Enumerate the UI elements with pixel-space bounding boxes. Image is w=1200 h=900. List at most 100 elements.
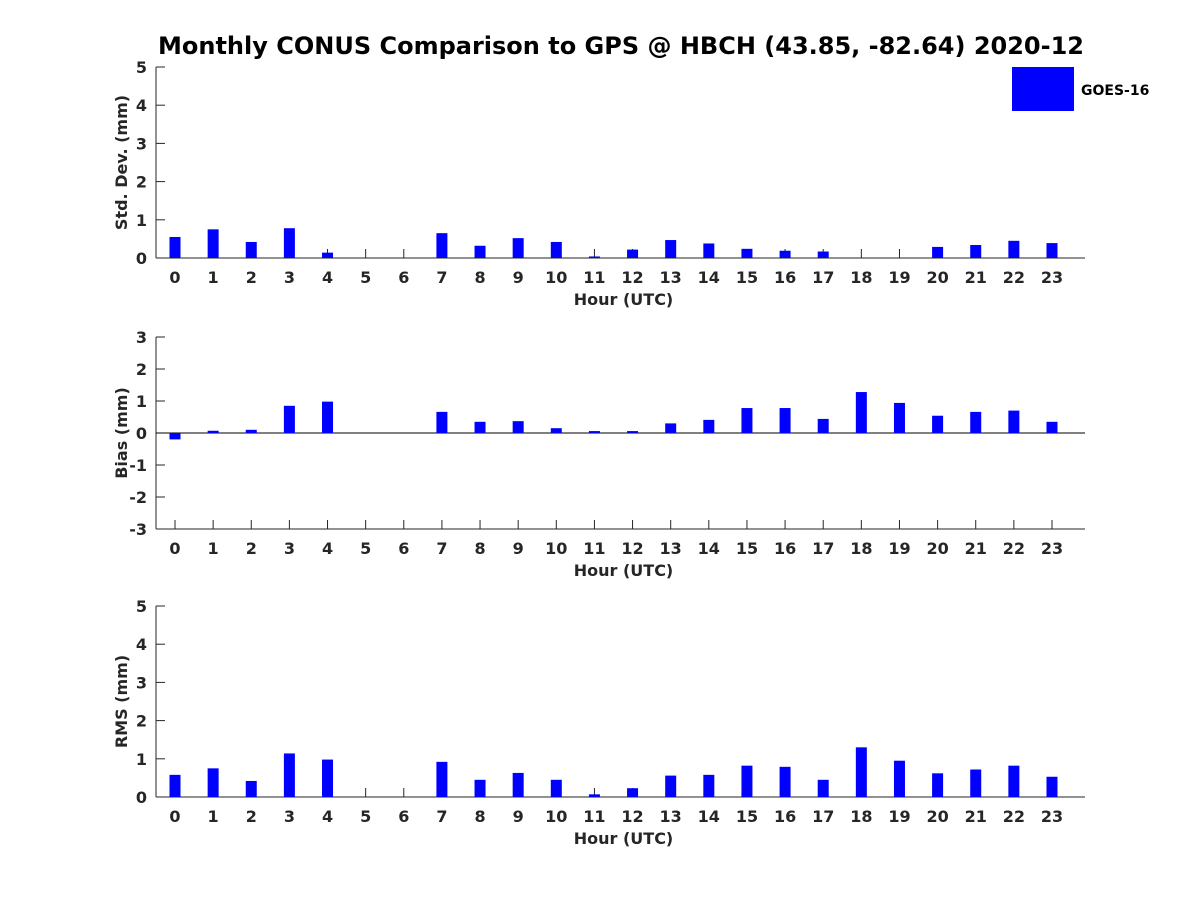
y-tick-label: 5 xyxy=(136,58,147,77)
x-tick-label: 17 xyxy=(812,807,834,826)
bar-hour-20 xyxy=(932,415,944,433)
y-tick-label: 1 xyxy=(136,392,147,411)
bar-hour-11 xyxy=(588,256,600,258)
x-tick-label: 6 xyxy=(398,268,409,287)
x-tick-label: 16 xyxy=(774,807,796,826)
x-tick-label: 7 xyxy=(436,539,447,558)
x-tick-label: 22 xyxy=(1003,539,1025,558)
x-tick-label: 0 xyxy=(169,268,180,287)
bar-hour-8 xyxy=(474,421,486,433)
x-tick-label: 23 xyxy=(1041,807,1063,826)
bar-hour-4 xyxy=(322,252,334,258)
y-tick-label: -2 xyxy=(129,488,147,507)
bar-hour-18 xyxy=(855,392,867,433)
y-tick-label: -3 xyxy=(129,520,147,539)
y-tick-label: 2 xyxy=(136,173,147,192)
bar-hour-12 xyxy=(627,431,639,433)
bar-hour-12 xyxy=(627,249,639,258)
x-axis-label: Hour (UTC) xyxy=(574,290,674,309)
x-tick-label: 4 xyxy=(322,268,333,287)
x-tick-label: 23 xyxy=(1041,539,1063,558)
x-tick-label: 22 xyxy=(1003,268,1025,287)
x-tick-label: 1 xyxy=(208,268,219,287)
bar-hour-23 xyxy=(1046,776,1058,797)
y-tick-label: 2 xyxy=(136,712,147,731)
x-tick-label: 20 xyxy=(926,539,948,558)
bar-hour-10 xyxy=(550,428,562,433)
bar-hour-20 xyxy=(932,246,944,258)
bar-hour-2 xyxy=(245,429,257,433)
x-tick-label: 15 xyxy=(736,268,758,287)
bar-hour-0 xyxy=(169,774,181,797)
bar-hour-10 xyxy=(550,241,562,258)
chart-title: Monthly CONUS Comparison to GPS @ HBCH (… xyxy=(158,32,1084,60)
x-tick-label: 22 xyxy=(1003,807,1025,826)
x-tick-label: 23 xyxy=(1041,268,1063,287)
x-tick-label: 3 xyxy=(284,807,295,826)
x-tick-label: 5 xyxy=(360,539,371,558)
x-tick-label: 0 xyxy=(169,539,180,558)
bar-hour-9 xyxy=(512,421,524,433)
x-tick-label: 16 xyxy=(774,268,796,287)
x-tick-label: 3 xyxy=(284,268,295,287)
bar-hour-7 xyxy=(436,411,448,433)
x-tick-label: 18 xyxy=(850,539,872,558)
bar-hour-16 xyxy=(779,408,791,433)
bar-hour-22 xyxy=(1008,410,1020,433)
bar-hour-7 xyxy=(436,233,448,258)
bar-hour-23 xyxy=(1046,243,1058,258)
bar-hour-15 xyxy=(741,765,753,797)
bar-hour-3 xyxy=(283,228,295,258)
legend-label: GOES-16 xyxy=(1081,83,1149,99)
x-tick-label: 10 xyxy=(545,807,567,826)
x-tick-label: 4 xyxy=(322,807,333,826)
bar-hour-9 xyxy=(512,238,524,258)
x-tick-label: 13 xyxy=(660,807,682,826)
x-tick-label: 11 xyxy=(583,807,605,826)
bar-hour-0 xyxy=(169,236,181,258)
bar-hour-19 xyxy=(893,760,905,797)
y-tick-label: 2 xyxy=(136,360,147,379)
y-axis-label: Bias (mm) xyxy=(112,387,131,479)
bar-hour-13 xyxy=(665,240,677,258)
bar-hour-14 xyxy=(703,419,715,433)
x-tick-label: 1 xyxy=(208,807,219,826)
y-axis-label: RMS (mm) xyxy=(112,655,131,748)
x-tick-label: 18 xyxy=(850,807,872,826)
bar-hour-16 xyxy=(779,766,791,797)
x-tick-label: 15 xyxy=(736,807,758,826)
bar-hour-19 xyxy=(893,402,905,433)
bar-hour-4 xyxy=(322,401,334,433)
x-tick-label: 2 xyxy=(246,539,257,558)
x-tick-label: 5 xyxy=(360,268,371,287)
bar-hour-13 xyxy=(665,775,677,797)
x-tick-label: 7 xyxy=(436,807,447,826)
bar-hour-14 xyxy=(703,243,715,258)
x-tick-label: 12 xyxy=(621,268,643,287)
y-tick-label: 0 xyxy=(136,424,147,443)
y-tick-label: 1 xyxy=(136,750,147,769)
x-tick-label: 18 xyxy=(850,268,872,287)
x-tick-label: 2 xyxy=(246,268,257,287)
x-tick-label: 21 xyxy=(965,539,987,558)
y-tick-label: 4 xyxy=(136,635,147,654)
x-tick-label: 17 xyxy=(812,268,834,287)
bar-hour-8 xyxy=(474,245,486,258)
bar-hour-2 xyxy=(245,780,257,797)
y-tick-label: 3 xyxy=(136,673,147,692)
y-tick-label: 5 xyxy=(136,597,147,616)
x-tick-label: 0 xyxy=(169,807,180,826)
x-tick-label: 5 xyxy=(360,807,371,826)
bar-hour-0 xyxy=(169,433,181,440)
bar-hour-17 xyxy=(817,251,829,258)
bar-hour-18 xyxy=(855,747,867,797)
bar-hour-17 xyxy=(817,779,829,797)
x-axis-label: Hour (UTC) xyxy=(574,561,674,580)
x-tick-label: 9 xyxy=(513,539,524,558)
bar-hour-1 xyxy=(207,229,219,258)
bar-hour-11 xyxy=(588,794,600,797)
bar-hour-23 xyxy=(1046,421,1058,433)
